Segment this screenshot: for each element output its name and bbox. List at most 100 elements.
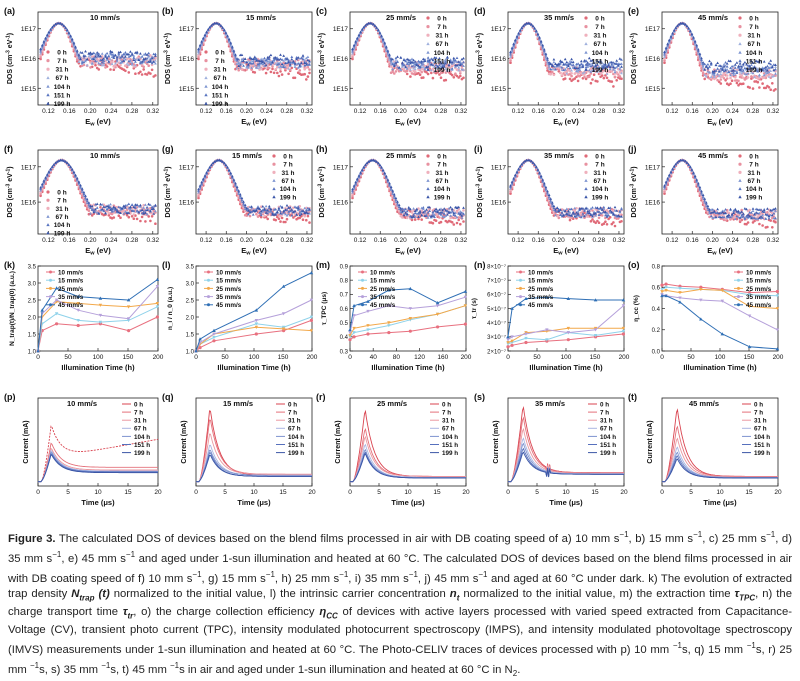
x-tick-label: 0.28 (280, 108, 293, 115)
x-axis-label-unit: (eV) (405, 117, 422, 126)
data-point (462, 220, 465, 223)
legend-label: 0 h (57, 49, 66, 56)
data-point (136, 51, 139, 54)
data-point (303, 73, 306, 76)
data-point (619, 57, 622, 60)
data-point (596, 80, 599, 83)
data-point (580, 60, 583, 63)
x-tick-label: 0.32 (455, 108, 468, 115)
y-tick-label: 1E16 (179, 56, 195, 63)
data-point (457, 219, 460, 222)
legend-label: 7 h (437, 24, 446, 31)
data-point (771, 226, 774, 229)
legend-marker (738, 171, 741, 174)
legend-label: 67 h (593, 178, 606, 185)
data-point (401, 216, 404, 219)
legend-marker (584, 16, 587, 19)
legend-marker (272, 179, 275, 182)
data-point (146, 206, 149, 209)
x-tick-label: 0.20 (706, 108, 719, 115)
data-point (771, 82, 774, 85)
legend-label: 104 h (746, 186, 763, 193)
data-point (274, 56, 277, 59)
data-point (553, 61, 556, 64)
y-axis-label-mid: eV (7, 173, 14, 184)
data-point (601, 214, 604, 217)
data-point (276, 72, 279, 75)
data-point (417, 218, 420, 221)
data-point (141, 216, 144, 219)
data-point (297, 62, 300, 65)
x-axis-label: Illumination Time (h) (61, 363, 135, 372)
x-tick-label: 0.28 (126, 108, 139, 115)
x-tick-label: 0.32 (301, 108, 314, 115)
y-tick-label: 1E16 (333, 56, 349, 63)
data-point (412, 207, 415, 210)
y-tick-label: 1E16 (491, 200, 507, 207)
legend-label: 151 h (592, 58, 609, 65)
x-tick-label: 0.32 (767, 108, 780, 115)
y-axis-label: DOS (cm-3 eV-1) (630, 166, 639, 217)
panel-label: (f) (4, 144, 13, 154)
legend-marker (584, 163, 587, 166)
y-axis-label: DOS (cm-3 eV-1) (476, 33, 485, 84)
data-point (445, 79, 448, 82)
data-point (606, 77, 609, 80)
x-tick-label: 0.24 (726, 108, 739, 115)
data-point (747, 221, 750, 224)
legend-marker (46, 76, 49, 79)
legend-label: 67 h (213, 75, 226, 82)
x-tick-label: 0.24 (414, 108, 427, 115)
legend-label: 151 h (746, 58, 763, 65)
x-axis-label: Ew (eV) (707, 246, 733, 257)
data-point (149, 72, 152, 75)
legend-marker (738, 179, 741, 182)
legend-marker (46, 68, 49, 71)
x-tick-label: 0.20 (552, 237, 565, 244)
x-axis-label: Ew (eV) (395, 246, 421, 257)
y-tick-label: 1.5 (28, 332, 37, 338)
y-tick-label: 1E17 (491, 164, 507, 171)
data-point (720, 78, 723, 81)
legend-marker (738, 16, 741, 19)
data-point (707, 63, 710, 66)
legend-label: 199 h (212, 101, 229, 108)
x-tick-label: 0.20 (240, 237, 253, 244)
data-point (308, 221, 311, 224)
legend-marker (204, 68, 207, 71)
legend-label: 104 h (592, 186, 609, 193)
x-tick-label: 0.24 (105, 108, 118, 115)
legend-label: 0 h (749, 15, 758, 22)
data-point (290, 56, 293, 59)
legend-label: 199 h (434, 67, 451, 74)
data-point (720, 82, 723, 85)
legend-label: 0 h (595, 153, 604, 160)
x-tick-label: 0.20 (706, 237, 719, 244)
legend-label: 7 h (595, 24, 604, 31)
data-point (149, 220, 152, 223)
legend-label: 7 h (749, 162, 758, 169)
data-point (570, 75, 573, 78)
data-point (147, 215, 150, 218)
data-point (281, 73, 284, 76)
data-point (604, 220, 607, 223)
legend-marker (204, 59, 207, 62)
y-tick-label: 1E15 (21, 86, 37, 93)
data-point (564, 58, 567, 61)
data-point (128, 71, 131, 74)
panel-label: (j) (628, 144, 637, 154)
legend-label: 67 h (747, 41, 760, 48)
legend-label: 7 h (283, 162, 292, 169)
legend-label: 7 h (215, 58, 224, 65)
data-point (729, 82, 732, 85)
x-tick-label: 0.28 (746, 108, 759, 115)
x-tick-label: 0.12 (42, 108, 55, 115)
y-axis-label-end: ) (7, 33, 14, 35)
data-point (752, 207, 755, 210)
data-point (141, 73, 144, 76)
x-axis-label: Ew (eV) (707, 117, 733, 128)
data-point (615, 59, 618, 62)
